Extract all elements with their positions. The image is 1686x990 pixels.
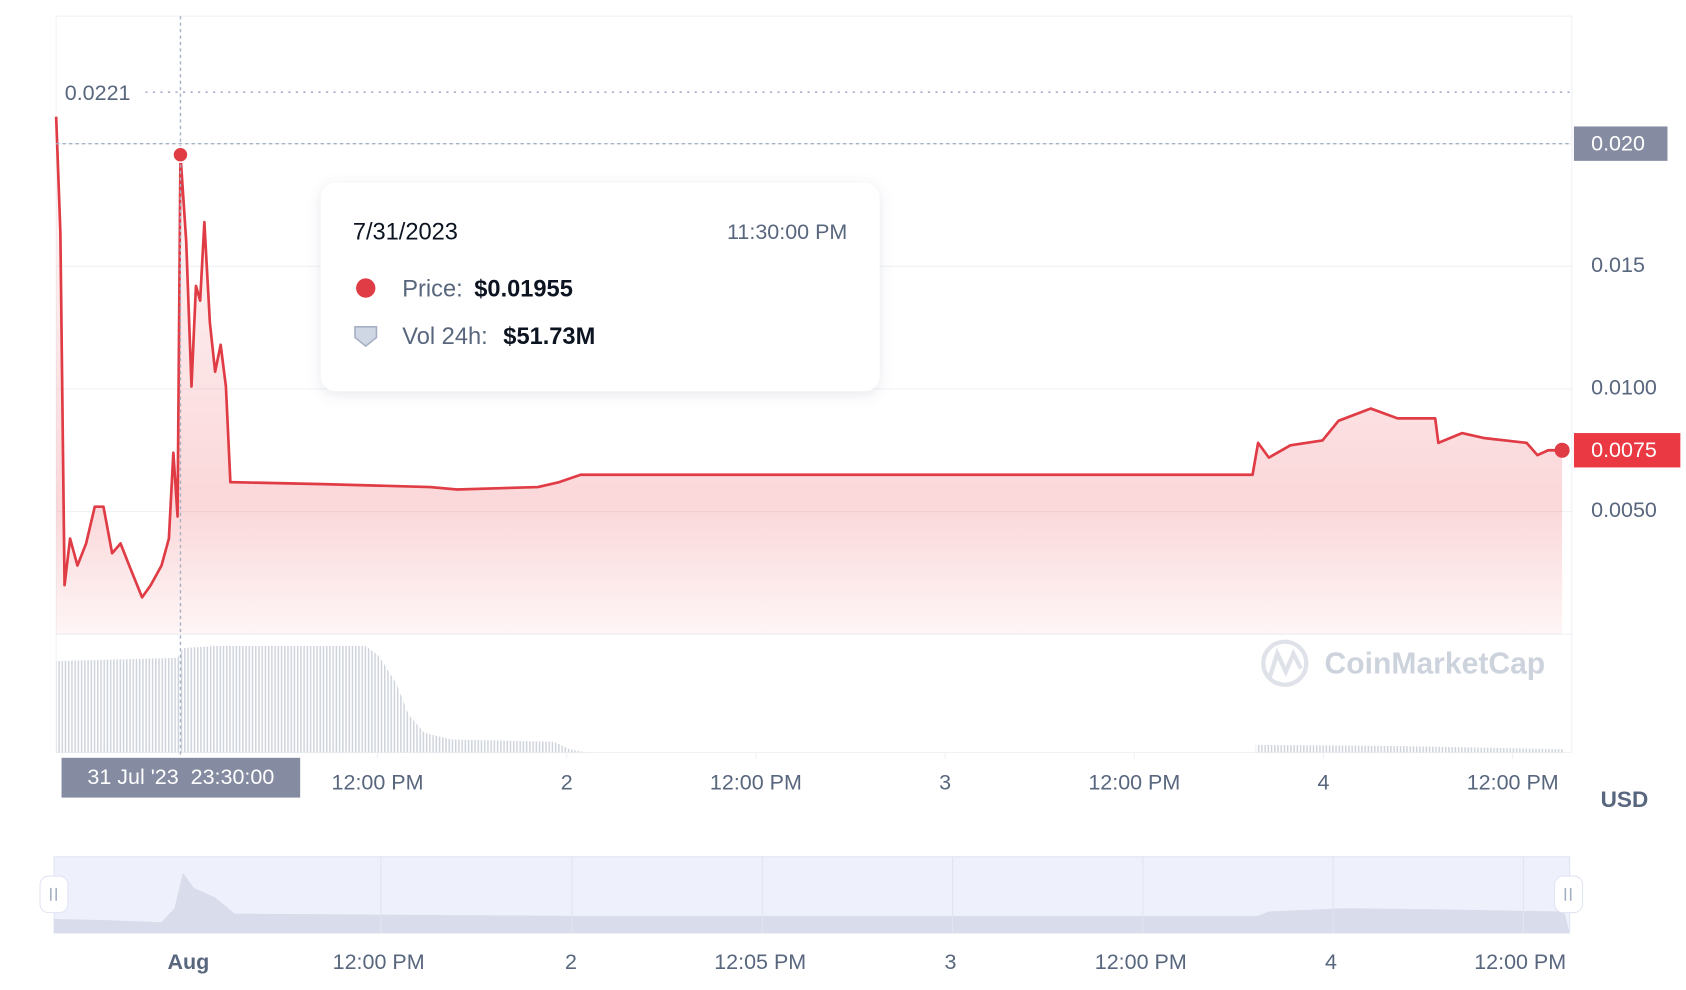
y-tick-label: 0.0050 — [1591, 498, 1657, 522]
x-tick-label: 12:00 PM — [332, 770, 424, 794]
y-tick-label: 0.0100 — [1591, 376, 1657, 400]
price-area — [56, 116, 1563, 635]
x-tick-label: 3 — [939, 770, 951, 794]
tooltip-volume-label: Vol 24h: — [402, 324, 487, 350]
tooltip-date: 7/31/2023 — [353, 220, 458, 246]
navigator-label: 2 — [565, 950, 577, 974]
navigator-label: 12:00 PM — [1474, 950, 1566, 974]
x-tick-label: 12:00 PM — [1467, 770, 1559, 794]
last-price-box — [1573, 433, 1681, 468]
navigator — [53, 856, 1571, 934]
price-line — [54, 116, 1563, 599]
navigator-handle-right[interactable] — [1554, 875, 1584, 914]
watermark-logo — [1261, 639, 1309, 687]
crosshair-y-label: 0.020 — [1591, 131, 1645, 155]
high-label: 0.0221 — [65, 81, 131, 105]
x-tick-label: 12:00 PM — [710, 770, 802, 794]
tooltip — [320, 182, 880, 392]
navigator-label: Aug — [167, 950, 209, 974]
navigator-label: 12:00 PM — [333, 950, 425, 974]
navigator-label: 12:05 PM — [714, 950, 806, 974]
plot: 0.0221 31 Jul '23 23:30:00 0.020 0.0075 — [54, 16, 1681, 798]
tooltip-volume-icon — [354, 325, 378, 348]
crosshair-x-label: 31 Jul '23 23:30:00 — [87, 765, 274, 789]
navigator-label: 3 — [945, 950, 957, 974]
unit-label: USD — [1601, 787, 1649, 812]
last-price-label: 0.0075 — [1591, 438, 1657, 462]
navigator-handle-left[interactable] — [39, 875, 69, 914]
last-point — [1554, 442, 1570, 458]
navigator-label: 4 — [1325, 950, 1337, 974]
navigator-label: 12:00 PM — [1095, 950, 1187, 974]
crosshair-x-box — [61, 757, 301, 798]
tooltip-price-dot — [356, 278, 376, 298]
y-tick-label: 0.015 — [1591, 253, 1645, 277]
tooltip-time: 11:30:00 PM — [727, 220, 847, 244]
volume-bars — [56, 646, 1565, 753]
x-tick-label: 4 — [1318, 770, 1330, 794]
x-tick-label: 2 — [561, 770, 573, 794]
watermark: CoinMarketCap — [1325, 647, 1546, 680]
navigator-labels: Aug 12:00 PM 2 12:05 PM 3 12:00 PM 4 12:00 PM — [167, 950, 1566, 974]
tooltip-volume: $51.73M — [503, 324, 595, 350]
x-tick-label: 12:00 PM — [1088, 770, 1180, 794]
crosshair-y-box — [1573, 126, 1668, 161]
tooltip-price-label: Price: — [402, 276, 462, 302]
tooltip-price: $0.01955 — [474, 276, 573, 302]
hover-point — [172, 146, 189, 164]
grid: 0.0050 0.0100 0.015 0.020 12:00 PM 2 12:00 PM 3… — [56, 130, 1657, 794]
